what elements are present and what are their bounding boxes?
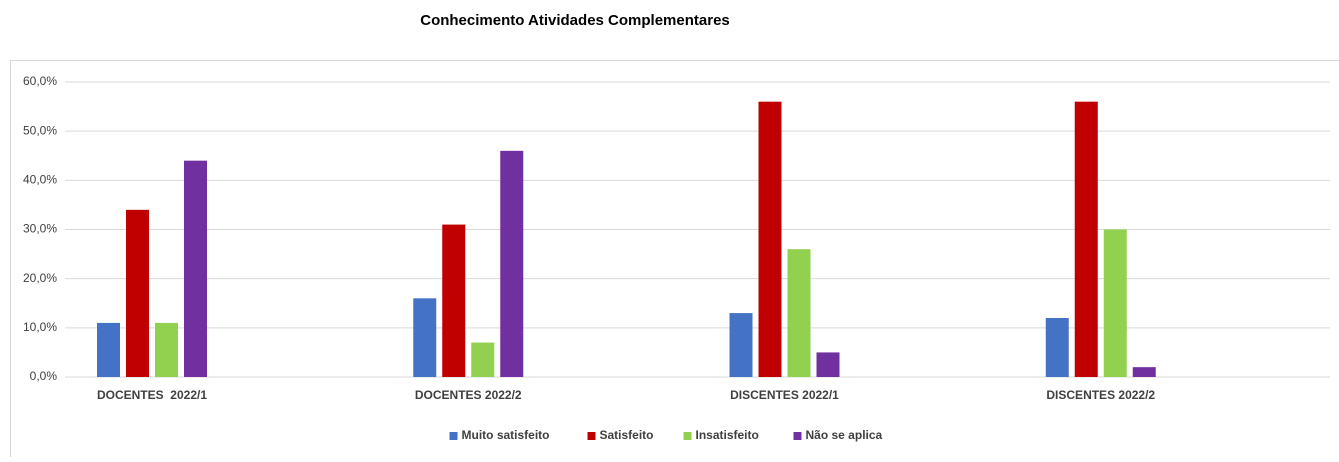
x-tick-label: DISCENTES 2022/2 — [1046, 388, 1155, 402]
x-tick-label: DISCENTES 2022/1 — [730, 388, 839, 402]
y-tick-label: 20,0% — [23, 271, 57, 285]
bar — [442, 225, 465, 377]
legend-swatch — [588, 432, 596, 440]
chart-title: Conhecimento Atividades Complementares — [420, 12, 730, 29]
bar — [1075, 102, 1098, 377]
bar — [730, 313, 753, 377]
x-tick-label: DOCENTES 2022/1 — [97, 388, 207, 402]
legend-label: Não se aplica — [806, 428, 883, 442]
legend-label: Muito satisfeito — [462, 428, 550, 442]
bar — [759, 102, 782, 377]
bar — [1104, 230, 1127, 378]
y-tick-label: 60,0% — [23, 74, 57, 88]
legend-swatch — [450, 432, 458, 440]
legend-swatch — [794, 432, 802, 440]
y-tick-label: 30,0% — [23, 222, 57, 236]
bar — [817, 352, 840, 377]
y-tick-label: 10,0% — [23, 320, 57, 334]
x-tick-label: DOCENTES 2022/2 — [415, 388, 522, 402]
bar — [471, 343, 494, 377]
bar — [184, 161, 207, 377]
bar — [1133, 367, 1156, 377]
bar — [500, 151, 523, 377]
legend-label: Insatisfeito — [696, 428, 759, 442]
bar — [126, 210, 149, 377]
y-tick-label: 40,0% — [23, 173, 57, 187]
legend-swatch — [684, 432, 692, 440]
y-tick-label: 50,0% — [23, 123, 57, 137]
bar — [413, 298, 436, 377]
bar — [97, 323, 120, 377]
bar — [155, 323, 178, 377]
y-tick-label: 0,0% — [30, 369, 58, 383]
legend-label: Satisfeito — [600, 428, 654, 442]
bar — [788, 249, 811, 377]
bar — [1046, 318, 1069, 377]
